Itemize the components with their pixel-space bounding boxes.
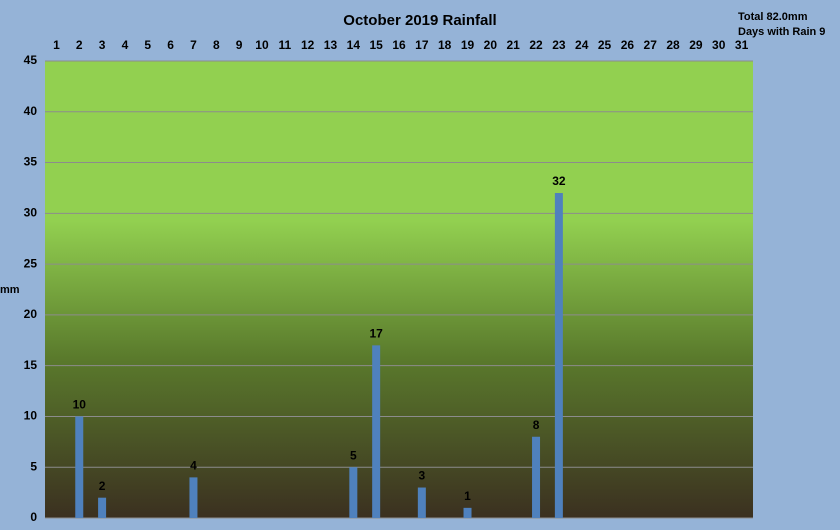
y-axis-label: mm [0, 284, 20, 296]
bar [98, 497, 107, 518]
x-tick-label: 12 [301, 38, 315, 52]
data-label: 3 [418, 469, 425, 483]
x-tick-label: 10 [255, 38, 269, 52]
y-tick-label: 15 [24, 358, 38, 372]
x-tick-label: 17 [415, 38, 429, 52]
annotation: Days with Rain 9 [738, 26, 825, 38]
x-tick-label: 11 [278, 38, 291, 52]
x-tick-label: 8 [213, 38, 220, 52]
x-tick-label: 4 [122, 38, 129, 52]
x-tick-label: 22 [529, 38, 543, 52]
x-tick-label: 20 [484, 38, 498, 52]
data-label: 17 [369, 327, 383, 341]
x-tick-label: 24 [575, 38, 589, 52]
x-tick-label: 13 [324, 38, 338, 52]
x-tick-label: 18 [438, 38, 452, 52]
annotation: Total 82.0mm [738, 11, 808, 23]
x-tick-label: 26 [621, 38, 635, 52]
x-tick-label: 2 [76, 38, 83, 52]
data-label: 5 [350, 448, 357, 462]
x-tick-label: 29 [689, 38, 703, 52]
x-tick-label: 7 [190, 38, 197, 52]
y-tick-label: 20 [24, 307, 38, 321]
bar [75, 416, 84, 518]
y-tick-label: 10 [24, 409, 38, 423]
bar [349, 467, 358, 518]
bar [189, 477, 198, 518]
x-tick-label: 21 [507, 38, 521, 52]
bar [554, 193, 563, 518]
x-tick-label: 25 [598, 38, 612, 52]
data-label: 4 [190, 459, 197, 473]
x-tick-label: 31 [735, 38, 749, 52]
y-tick-label: 35 [24, 155, 38, 169]
x-tick-label: 28 [666, 38, 680, 52]
bar [463, 507, 472, 518]
data-label: 8 [533, 418, 540, 432]
x-tick-label: 6 [167, 38, 174, 52]
x-tick-label: 16 [392, 38, 406, 52]
x-tick-label: 23 [552, 38, 566, 52]
plot-area [45, 61, 753, 518]
y-tick-label: 5 [30, 459, 37, 473]
x-tick-label: 15 [369, 38, 383, 52]
chart-title: October 2019 Rainfall [343, 12, 496, 29]
data-label: 10 [73, 398, 87, 412]
x-tick-label: 9 [236, 38, 243, 52]
y-tick-label: 30 [24, 206, 38, 220]
x-tick-label: 1 [53, 38, 60, 52]
y-tick-label: 40 [24, 104, 38, 118]
bar [417, 487, 426, 518]
bar [372, 345, 381, 518]
x-tick-label: 14 [347, 38, 361, 52]
x-tick-label: 27 [644, 38, 658, 52]
y-tick-label: 0 [30, 510, 37, 524]
x-tick-label: 19 [461, 38, 475, 52]
y-tick-label: 25 [24, 256, 38, 270]
x-tick-label: 30 [712, 38, 726, 52]
x-tick-label: 5 [144, 38, 151, 52]
y-tick-label: 45 [24, 53, 38, 67]
x-tick-label: 3 [99, 38, 106, 52]
data-label: 1 [464, 489, 471, 503]
data-label: 32 [552, 174, 566, 188]
bar [532, 436, 541, 518]
data-label: 2 [99, 479, 106, 493]
